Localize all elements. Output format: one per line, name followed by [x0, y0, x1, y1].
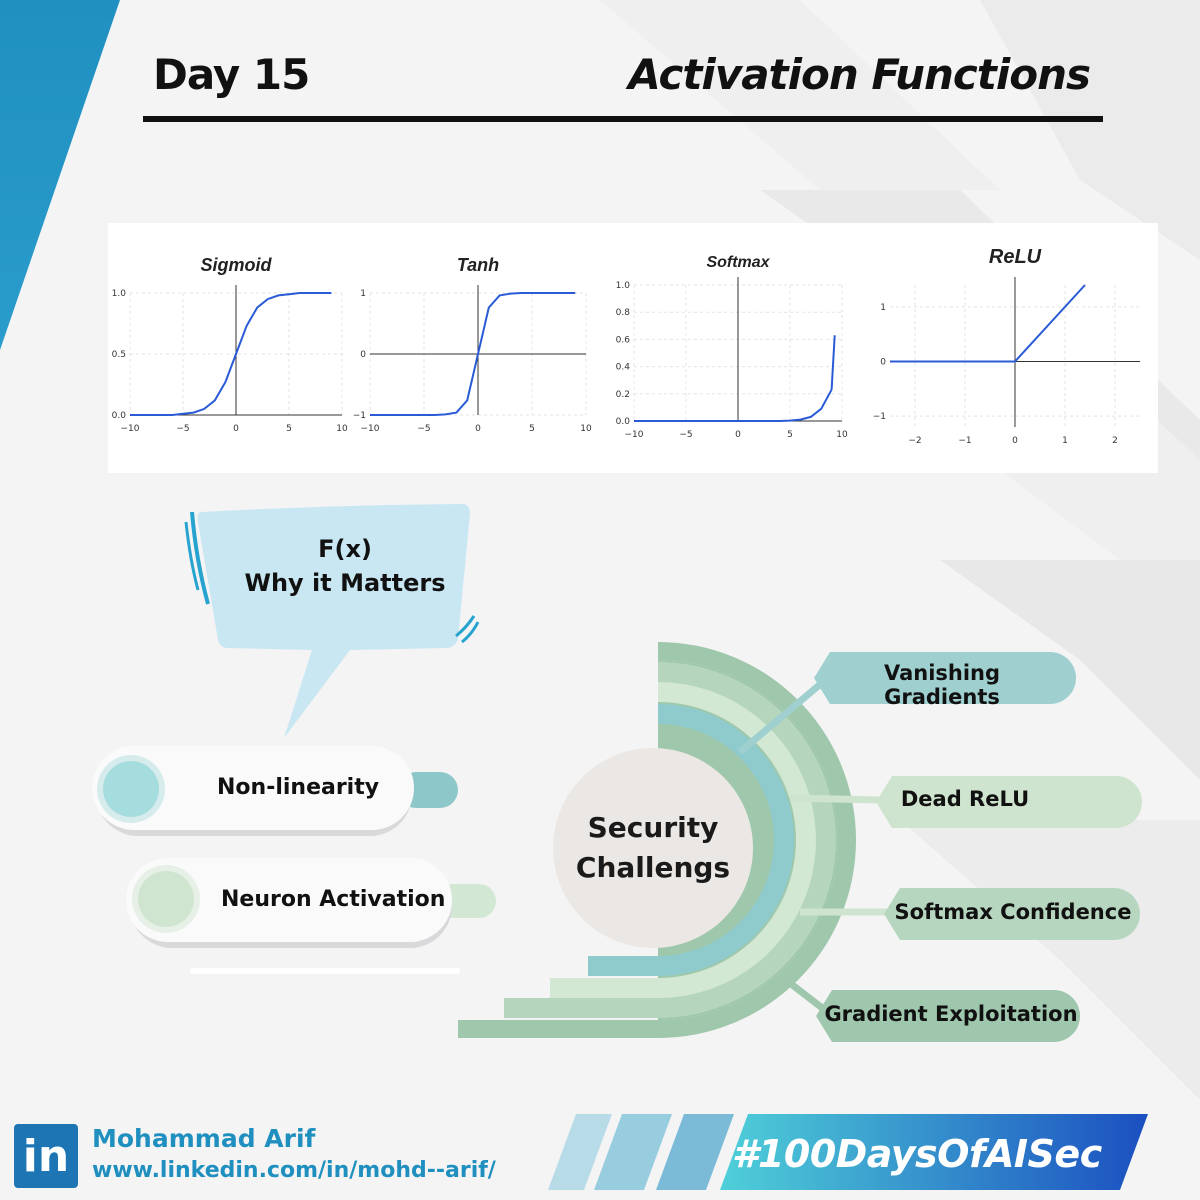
x-tick-label: 5 [286, 424, 292, 434]
day-title: Day 15 [153, 50, 310, 99]
series-line-0 [634, 389, 833, 422]
branch-softmax-confidence: Softmax Confidence [894, 900, 1132, 924]
branch-vanishing-gradients: Vanishing Gradients [883, 661, 1001, 709]
y-tick-label: 0.5 [112, 350, 126, 360]
x-tick-label: 5 [529, 424, 535, 434]
hub-line-2: Challengs [575, 851, 731, 884]
pill-non-linearity-shape [92, 746, 458, 836]
profile-link[interactable]: www.linkedin.com/in/mohd--arif/ [92, 1158, 496, 1183]
pill-neuron-activation: Neuron Activation [221, 887, 446, 912]
activation-plots-panel: Sigmoid −10 −5 0 5 10 0.0 0.5 1.0 Tanh −10 −5 0 5 10 −1… [108, 223, 1158, 473]
hashtag-banner: #100DaysOfAISec [732, 1132, 1102, 1176]
plot-3: ReLU −2 −1 0 1 2 −1 0 1 [873, 246, 1140, 446]
x-tick-label: 2 [1112, 436, 1118, 446]
plot-title: Tanh [457, 255, 499, 275]
x-tick-label: 0 [475, 424, 481, 434]
x-tick-label: 5 [787, 430, 793, 440]
y-tick-label: 0.0 [112, 411, 127, 421]
plot-title: ReLU [989, 246, 1042, 268]
bubble-line-why: Why it Matters [244, 569, 446, 597]
header-divider [143, 116, 1103, 122]
x-tick-label: 1 [1062, 436, 1068, 446]
author-name: Mohammad Arif [92, 1124, 316, 1153]
x-tick-label: 10 [336, 424, 348, 434]
y-tick-label: 0.0 [616, 417, 631, 427]
plot-2: Softmax −10 −5 0 5 10 0.0 0.2 0.4 0.6 0.8 1.0 [616, 254, 848, 440]
y-tick-label: 1 [880, 303, 886, 313]
x-tick-label: −10 [121, 424, 140, 434]
y-tick-label: 0 [880, 357, 886, 367]
x-tick-label: 10 [836, 430, 848, 440]
y-tick-label: 0.6 [616, 335, 631, 345]
y-tick-label: 1 [360, 289, 366, 299]
y-tick-label: 1.0 [616, 281, 631, 291]
y-tick-label: 1.0 [112, 289, 127, 299]
hub-line-1: Security [587, 811, 719, 844]
branch-pills [814, 652, 1142, 1042]
x-tick-label: −5 [176, 424, 189, 434]
security-hub-arcs [458, 642, 856, 1038]
y-tick-label: 0.4 [616, 363, 631, 373]
x-tick-label: −5 [417, 424, 430, 434]
y-tick-label: 0.2 [616, 390, 630, 400]
x-tick-label: −10 [361, 424, 380, 434]
y-tick-label: 0 [360, 350, 366, 360]
x-tick-label: 0 [735, 430, 741, 440]
y-tick-label: −1 [873, 412, 886, 422]
x-tick-label: −10 [625, 430, 644, 440]
linkedin-icon[interactable]: in [14, 1124, 78, 1188]
x-tick-label: 0 [1012, 436, 1018, 446]
bubble-text: F(x) Why it Matters [230, 532, 460, 600]
y-tick-label: −1 [353, 411, 366, 421]
plot-0: Sigmoid −10 −5 0 5 10 0.0 0.5 1.0 [112, 255, 348, 434]
plot-1: Tanh−10 −5 0 5 10−101 [353, 255, 592, 434]
pill-non-linearity: Non-linearity [217, 775, 380, 800]
x-tick-label: −5 [679, 430, 692, 440]
series-line-1 [830, 335, 836, 390]
y-tick-label: 0.8 [616, 308, 631, 318]
branch-gradient-exploitation: Gradient Exploitation [824, 1002, 1078, 1026]
pill-neuron-activation-shape [126, 858, 496, 948]
series-line-0 [370, 292, 576, 416]
mid-section-shapes [92, 504, 1142, 1042]
series-line-0 [130, 292, 332, 416]
x-tick-label: −2 [908, 436, 921, 446]
x-tick-label: −1 [958, 436, 971, 446]
branch-dead-relu: Dead ReLU [900, 787, 1030, 811]
hub-title: Security Challengs [563, 808, 743, 888]
x-tick-label: 10 [580, 424, 592, 434]
plot-title: Softmax [706, 254, 770, 271]
pill-placeholder-edge [190, 968, 460, 974]
plot-title: Sigmoid [201, 255, 273, 275]
topic-title: Activation Functions [628, 50, 1091, 99]
bubble-line-fx: F(x) [318, 535, 372, 563]
speech-bubble [184, 504, 480, 738]
series-line-0 [890, 284, 1086, 363]
x-tick-label: 0 [233, 424, 239, 434]
